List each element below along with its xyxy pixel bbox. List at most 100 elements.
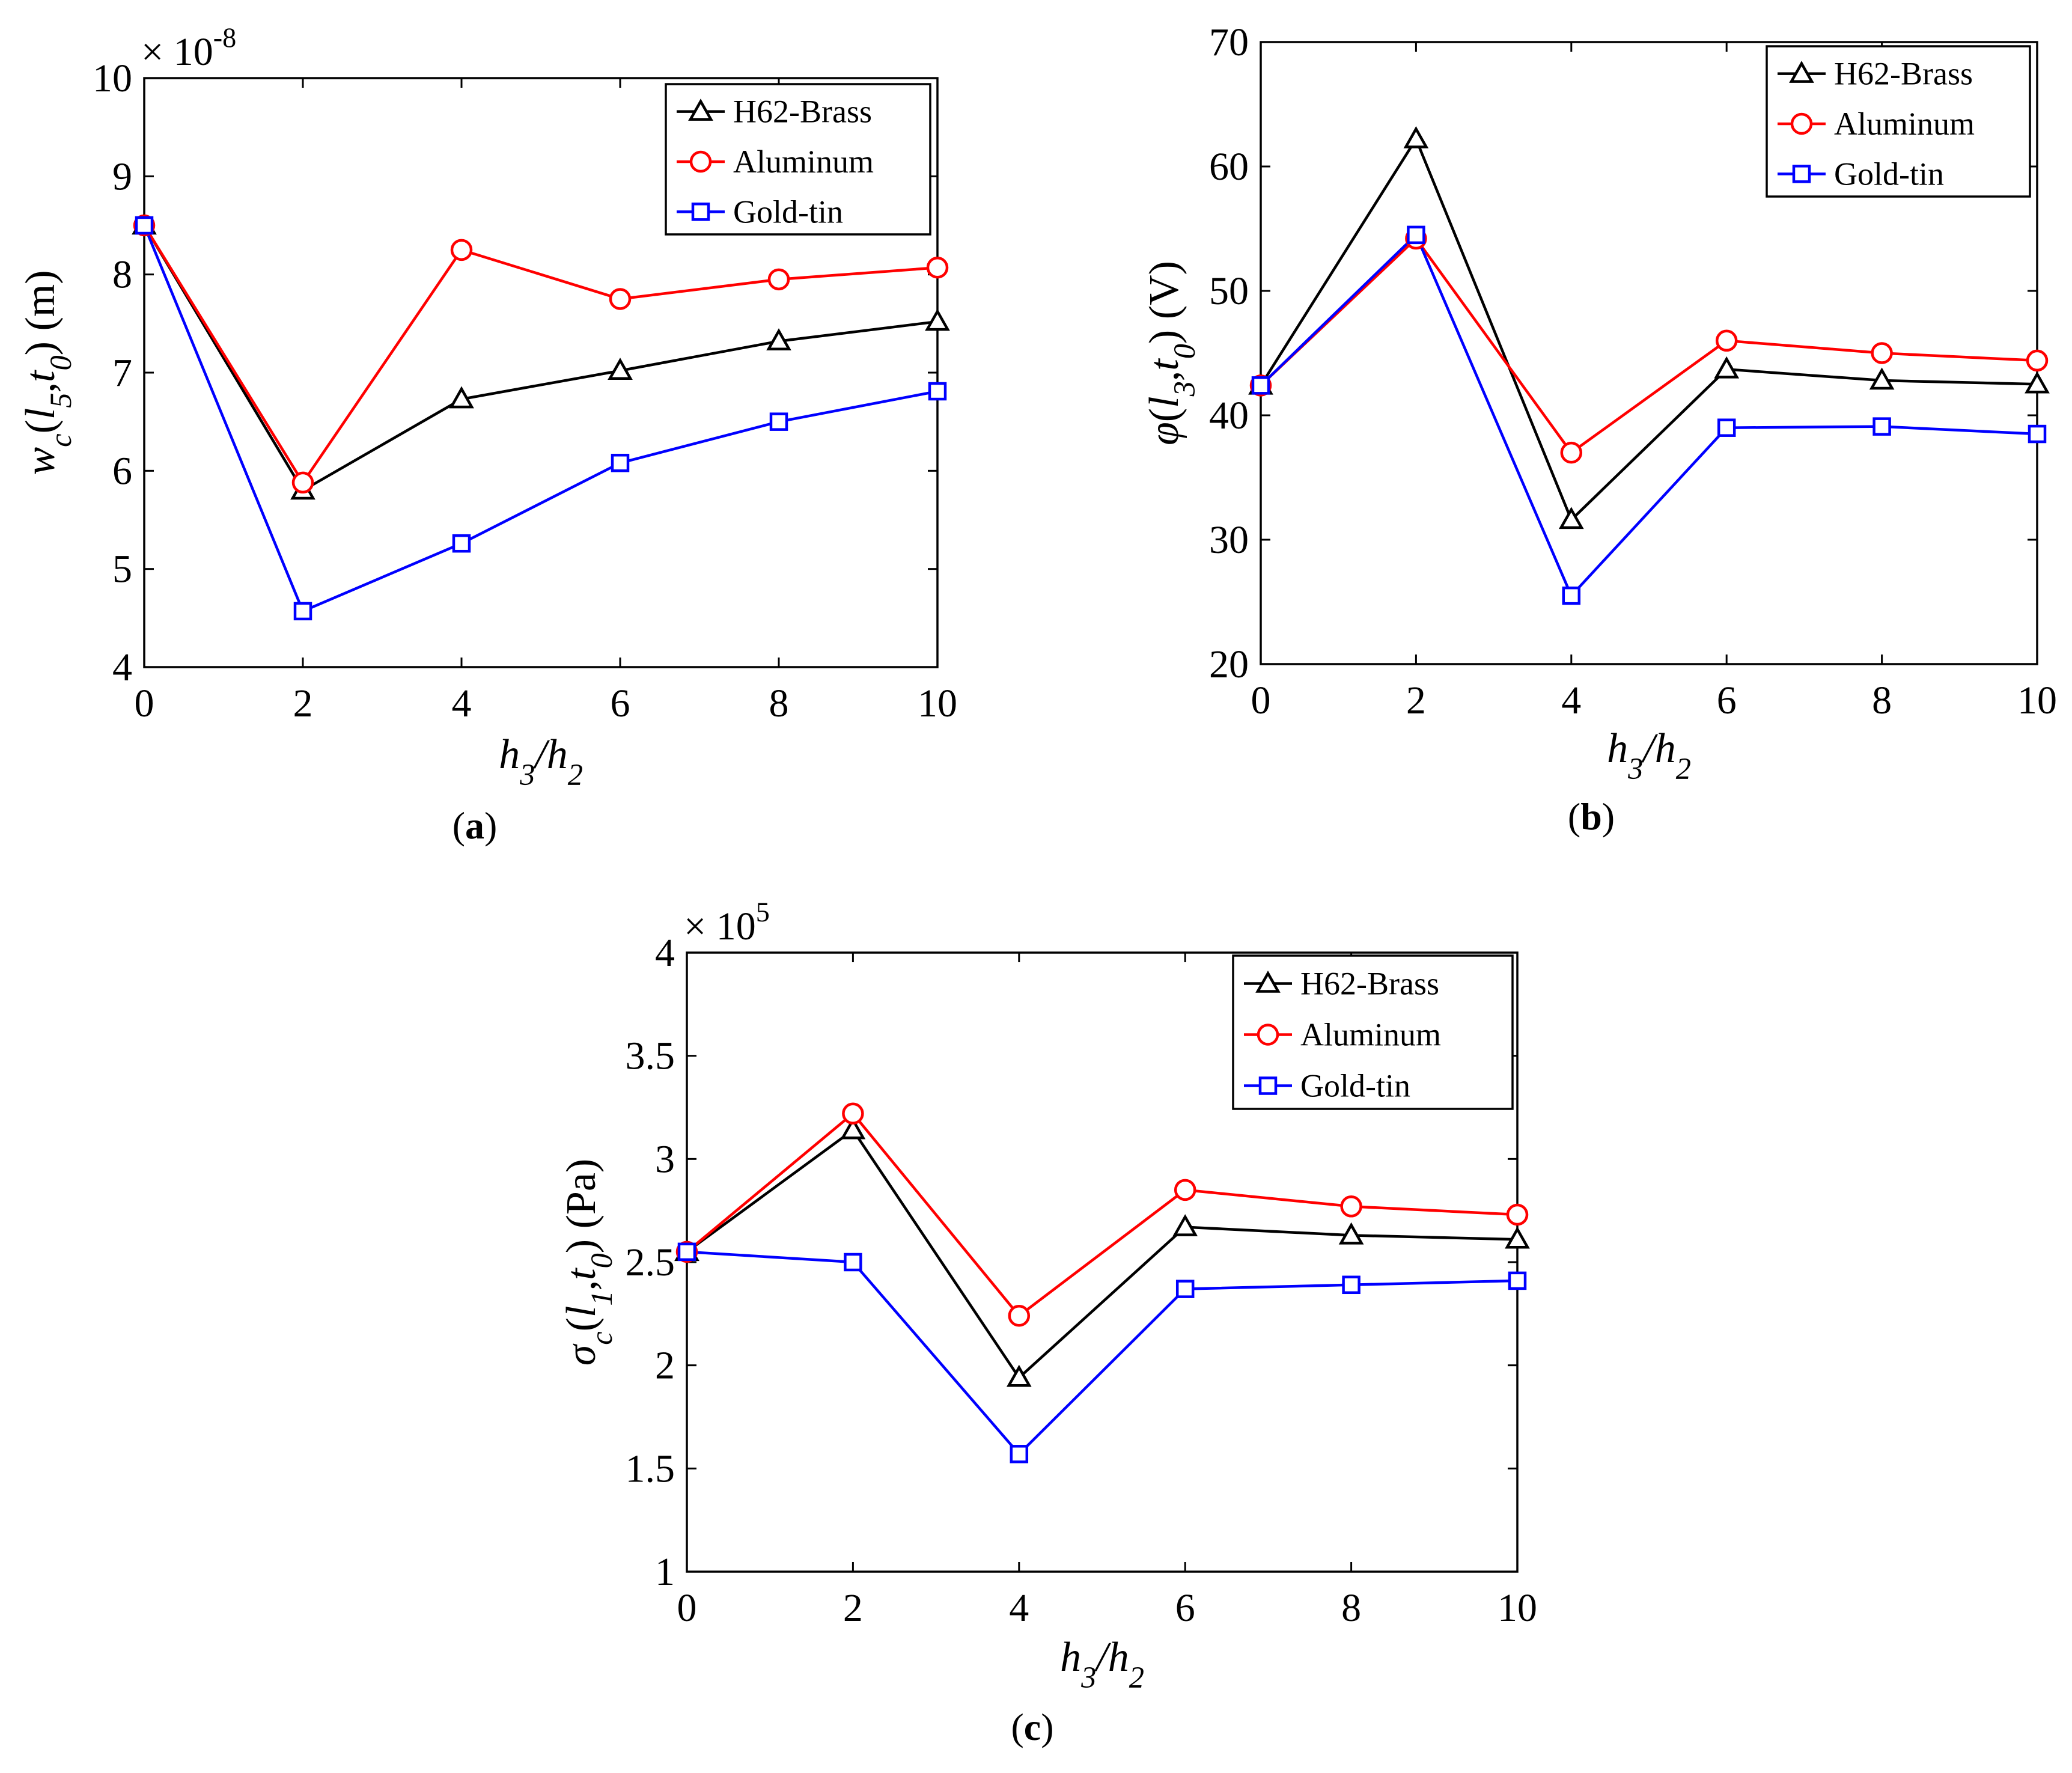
panel-caption: (c) (1011, 1706, 1053, 1748)
data-point-gold-tin (928, 382, 947, 401)
y-tick-label: 2 (655, 1344, 675, 1388)
series-line-gold-tin (142, 225, 938, 613)
data-point-gold-tin (1175, 1280, 1195, 1298)
data-point-h62-brass (840, 1117, 866, 1140)
y-tick-label: 20 (1209, 642, 1249, 686)
data-point-aluminum (926, 256, 949, 279)
y-tick-label: 2.5 (626, 1240, 675, 1284)
y-tick-label: 40 (1209, 394, 1249, 438)
legend-label: Gold-tin (1834, 156, 1944, 192)
data-point-gold-tin (1562, 586, 1581, 605)
series-line-h62-brass (686, 1128, 1518, 1380)
x-tick-label: 6 (1175, 1586, 1195, 1630)
x-tick-label: 2 (293, 682, 313, 725)
data-point-aluminum (1715, 329, 1738, 352)
data-point-aluminum (609, 288, 632, 310)
y-tick-label: 10 (93, 56, 132, 100)
data-point-h62-brass (1006, 1364, 1032, 1387)
y-tick-label: 50 (1209, 269, 1249, 313)
data-point-aluminum (1871, 342, 1893, 364)
x-tick-label: 0 (135, 682, 154, 725)
legend-marker (688, 99, 713, 121)
series-line-gold-tin (686, 1250, 1518, 1456)
legend-marker (1255, 970, 1281, 993)
panel-caption: (b) (1568, 795, 1615, 838)
legend-label: Gold-tin (1300, 1068, 1410, 1104)
y-tick-label: 9 (112, 154, 132, 198)
x-tick-label: 10 (918, 682, 957, 725)
data-point-gold-tin (1010, 1445, 1029, 1463)
data-point-gold-tin (677, 1242, 696, 1262)
data-point-gold-tin (611, 454, 630, 472)
data-point-gold-tin (1508, 1271, 1527, 1290)
data-point-h62-brass (1558, 507, 1584, 529)
legend-marker (1789, 61, 1814, 83)
data-point-gold-tin (1872, 417, 1891, 436)
y-tick-label: 4 (655, 931, 675, 975)
legend-box (1232, 954, 1514, 1110)
data-point-h62-brass (1172, 1214, 1198, 1236)
y-tick-label: 8 (112, 253, 132, 297)
x-axis-label: h3/h2 (1607, 725, 1691, 786)
data-point-h62-brass (2025, 371, 2050, 394)
y-tick-label: 6 (112, 449, 132, 493)
data-point-aluminum (1506, 1203, 1529, 1226)
y-axis-label: σc(l1,t0) (Pa) (558, 1159, 618, 1366)
y-multiplier: × 10-8 (141, 22, 236, 74)
y-tick-label: 4 (112, 645, 132, 689)
data-point-h62-brass (1714, 356, 1740, 379)
data-point-gold-tin (769, 412, 788, 431)
data-point-h62-brass (925, 308, 950, 331)
data-point-gold-tin (293, 602, 312, 621)
legend-marker (1257, 1024, 1279, 1046)
x-tick-label: 10 (1498, 1586, 1537, 1630)
y-axis-label: φ(l3,t0) (V) (1141, 261, 1201, 445)
series-line-h62-brass (1260, 136, 2038, 522)
legend-label: Aluminum (1834, 106, 1975, 142)
legend-label: H62-Brass (1834, 56, 1973, 92)
y-tick-label: 3 (655, 1137, 675, 1181)
data-point-gold-tin (135, 216, 154, 235)
legend-marker (1258, 1076, 1278, 1095)
series-line-gold-tin (1260, 232, 2038, 599)
y-multiplier: × 105 (684, 897, 770, 948)
data-point-aluminum (2026, 349, 2049, 372)
y-axis-label: wc(l5,t0) (m) (17, 270, 78, 475)
legend-label: H62-Brass (1300, 966, 1439, 1002)
data-point-aluminum (1560, 441, 1583, 464)
y-tick-label: 60 (1209, 145, 1249, 189)
data-point-h62-brass (1338, 1222, 1364, 1245)
legend-marker (689, 150, 712, 173)
y-tick-label: 3.5 (626, 1034, 675, 1078)
legend-label: Aluminum (733, 144, 874, 180)
series-line-h62-brass (143, 224, 938, 493)
y-tick-label: 5 (112, 548, 132, 591)
y-tick-label: 30 (1209, 518, 1249, 562)
series-line-aluminum (686, 1111, 1518, 1318)
data-point-h62-brass (608, 358, 633, 380)
data-point-h62-brass (449, 386, 474, 409)
y-tick-label: 1 (655, 1550, 675, 1594)
y-tick-label: 70 (1209, 20, 1249, 64)
data-point-aluminum (1174, 1179, 1196, 1201)
data-point-aluminum (1340, 1195, 1362, 1218)
data-point-aluminum (842, 1102, 864, 1125)
x-tick-label: 8 (1872, 679, 1892, 722)
y-tick-label: 7 (112, 351, 132, 395)
data-point-gold-tin (2028, 424, 2047, 444)
x-tick-label: 4 (452, 682, 472, 725)
series-line-aluminum (143, 224, 938, 486)
legend-marker (1792, 165, 1811, 183)
y-tick-label: 1.5 (626, 1447, 675, 1491)
x-tick-label: 6 (1717, 679, 1737, 722)
x-tick-label: 4 (1009, 1586, 1029, 1630)
data-point-h62-brass (1403, 126, 1429, 148)
x-axis-label: h3/h2 (1060, 1634, 1144, 1694)
data-point-gold-tin (1407, 225, 1425, 245)
legend-label: H62-Brass (733, 94, 872, 130)
x-tick-label: 0 (677, 1586, 697, 1630)
legend-label: Gold-tin (733, 194, 843, 230)
